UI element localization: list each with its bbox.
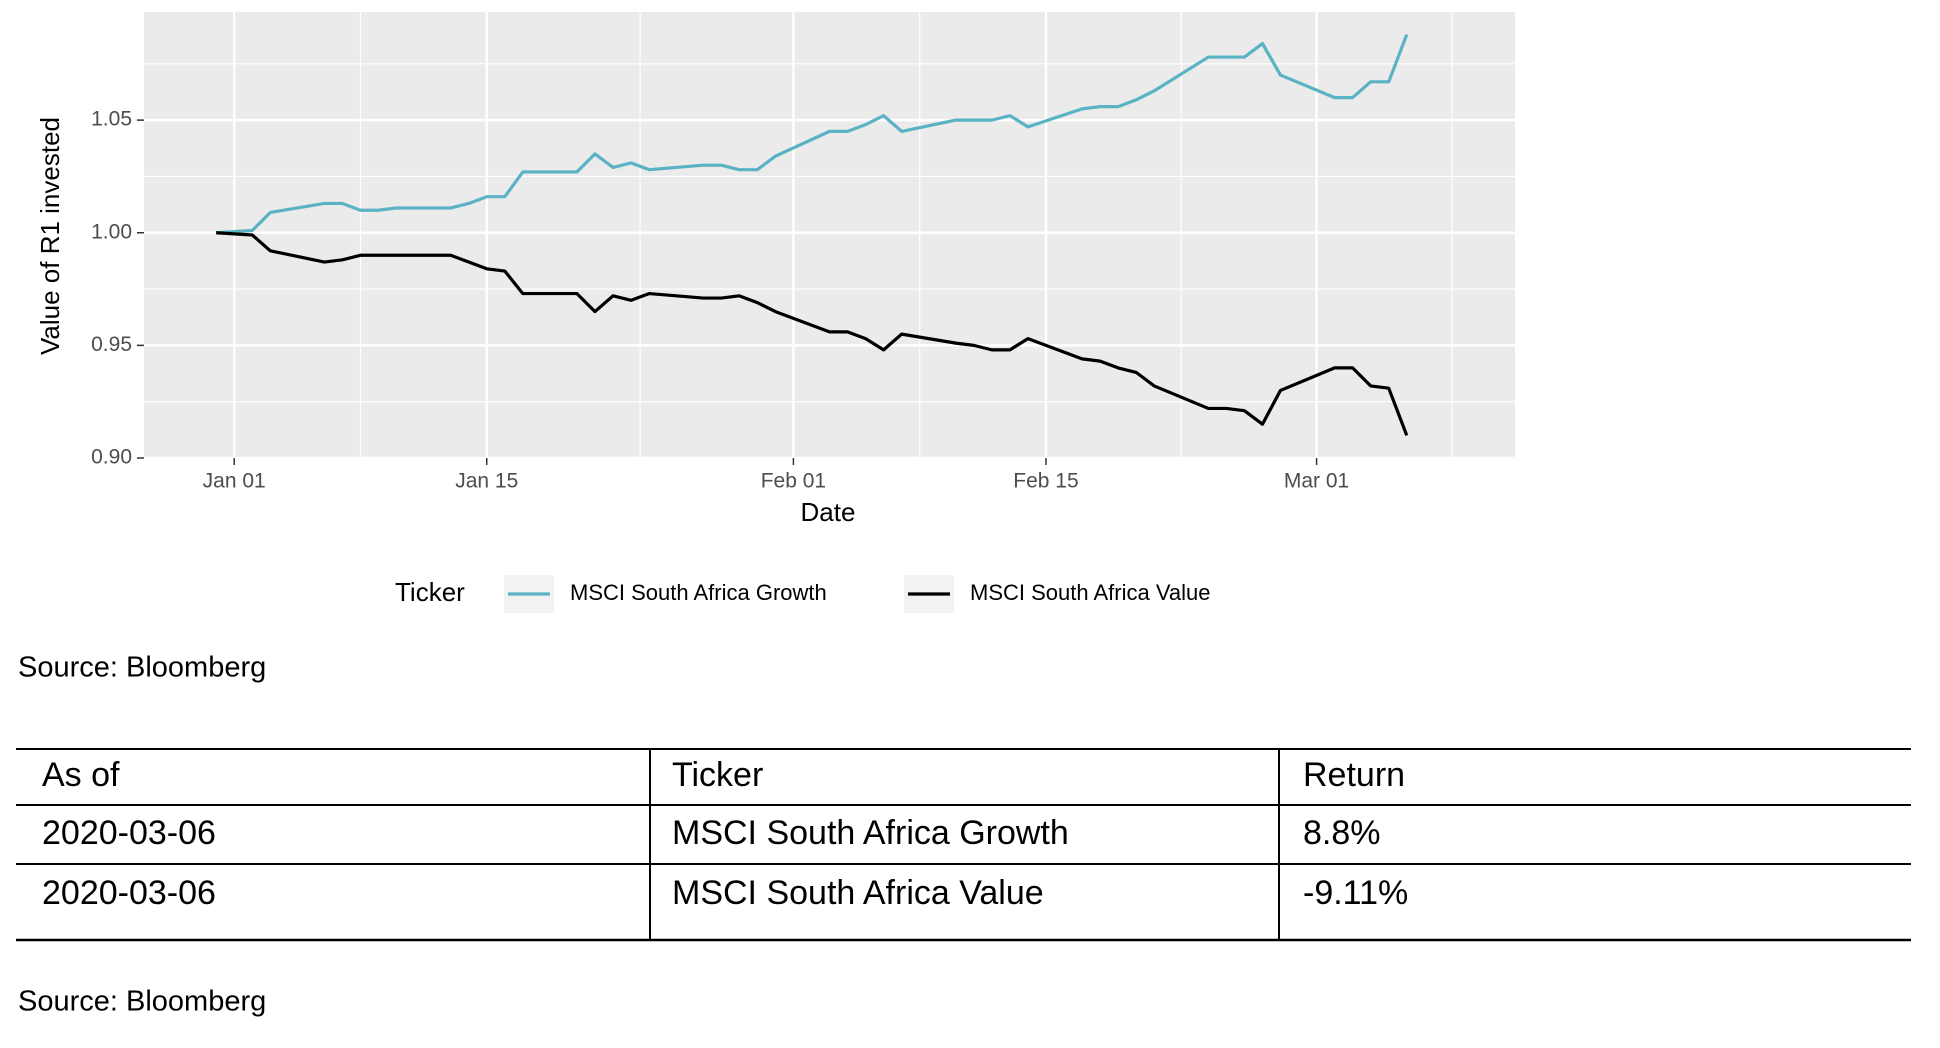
legend-label: MSCI South Africa Growth bbox=[570, 580, 827, 605]
y-axis-title: Value of R1 invested bbox=[35, 117, 65, 355]
x-tick-label: Jan 01 bbox=[203, 470, 266, 493]
legend-title: Ticker bbox=[395, 577, 465, 607]
x-tick-label: Feb 01 bbox=[761, 470, 826, 493]
x-tick-label: Jan 15 bbox=[455, 470, 518, 493]
table-cell: MSCI South Africa Value bbox=[672, 874, 1044, 912]
table-header-cell: Return bbox=[1303, 756, 1405, 794]
table-cell: -9.11% bbox=[1303, 874, 1408, 912]
table-cell: 2020-03-06 bbox=[42, 874, 216, 912]
y-tick-label: 0.95 bbox=[91, 333, 132, 356]
legend: Ticker MSCI South Africa Growth MSCI Sout… bbox=[395, 575, 1211, 613]
grid: 0.90 0.95 1.00 1.05 Jan 01 Jan 15 Feb 01 Feb 15… bbox=[91, 12, 1515, 493]
x-tick-label: Feb 15 bbox=[1013, 470, 1078, 493]
x-tick-label: Mar 01 bbox=[1284, 470, 1349, 493]
table-cell: 2020-03-06 bbox=[42, 814, 216, 852]
lines bbox=[216, 33, 1409, 437]
table-header-cell: As of bbox=[42, 756, 120, 794]
series-line bbox=[216, 33, 1409, 235]
series-line bbox=[216, 231, 1409, 437]
source-note: Source: Bloomberg bbox=[18, 652, 266, 684]
y-tick-label: 1.05 bbox=[91, 108, 132, 131]
legend-label: MSCI South Africa Value bbox=[970, 580, 1211, 605]
plot-panel bbox=[144, 12, 1515, 458]
source-note: Source: Bloomberg bbox=[18, 986, 266, 1018]
x-axis-title: Date bbox=[801, 497, 856, 527]
table: As of Ticker Return 2020-03-06 MSCI South Af… bbox=[16, 748, 1911, 942]
table-header-cell: Ticker bbox=[672, 756, 763, 794]
y-tick-label: 1.00 bbox=[91, 220, 132, 243]
table-cell: MSCI South Africa Growth bbox=[672, 814, 1069, 852]
table-cell: 8.8% bbox=[1303, 814, 1381, 852]
y-tick-label: 0.90 bbox=[91, 446, 132, 469]
